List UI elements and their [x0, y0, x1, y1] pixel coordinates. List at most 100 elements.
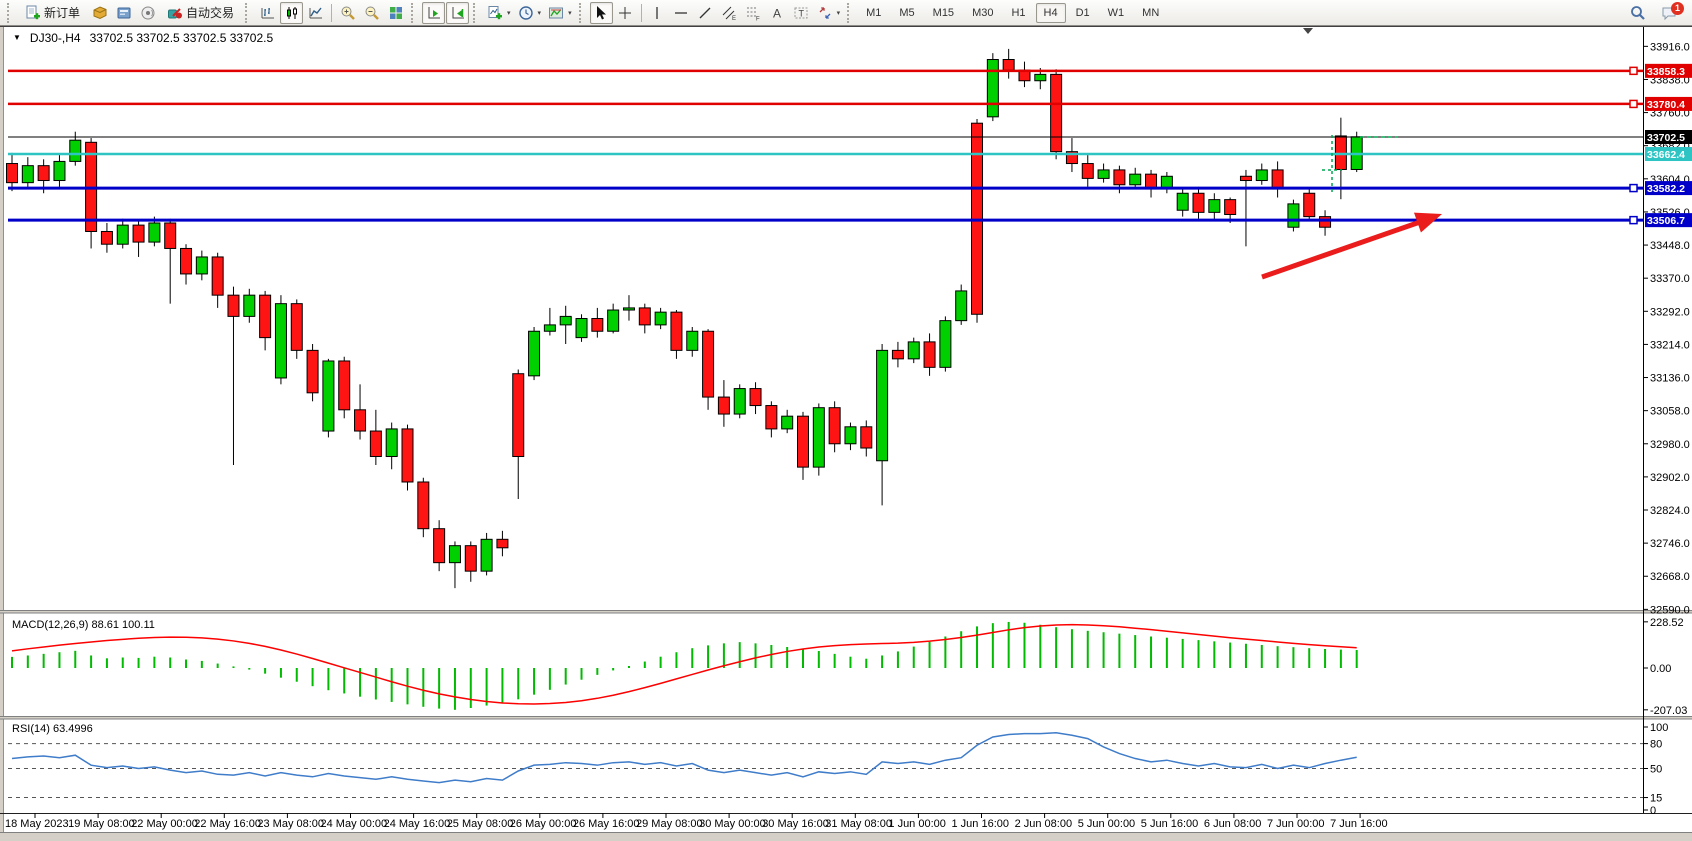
price-tick-label: 33448.0: [1650, 240, 1690, 252]
candle-body: [37, 165, 50, 182]
arrows-tool-button[interactable]: ▾: [814, 2, 844, 24]
trendline-button[interactable]: [694, 2, 717, 24]
equidistant-channel-button[interactable]: E: [718, 2, 741, 24]
market-watch-icon: [93, 5, 107, 19]
timeframe-group: M1 M5 M15 M30 H1 H4 D1 W1 MN: [858, 2, 1167, 23]
price-label-box: [1645, 130, 1692, 144]
timeframe-button-M1[interactable]: M1: [858, 3, 889, 23]
text-tool-button[interactable]: A: [766, 2, 789, 24]
candle-body: [100, 230, 113, 245]
vertical-line-button[interactable]: [646, 2, 669, 24]
chart-shift-marker[interactable]: [1303, 28, 1313, 34]
candle-body: [607, 309, 620, 332]
chart-area[interactable]: MACD(12,26,9) 88.61 100.11 RSI(14) 63.49…: [0, 26, 1692, 841]
window-left-edge: [0, 26, 3, 841]
time-tick-label: 18 May 2023: [5, 818, 69, 830]
candle-body: [1271, 169, 1284, 190]
notifications-button[interactable]: 1: [1657, 1, 1684, 24]
panel-separator[interactable]: [0, 716, 1692, 720]
line-chart-button[interactable]: [304, 2, 327, 24]
cursor-button[interactable]: [589, 1, 613, 24]
auto-scroll-button[interactable]: [422, 1, 446, 24]
candle-body: [1334, 135, 1347, 170]
time-tick-label: 29 May 08:00: [636, 818, 703, 830]
price-tick-label: 33136.0: [1650, 373, 1690, 385]
navigator-button[interactable]: [136, 2, 159, 24]
one-click-trading-toggle[interactable]: ▼: [13, 33, 21, 42]
candle-body: [1081, 163, 1094, 179]
price-label-text: 33506.7: [1647, 215, 1685, 227]
line-handle[interactable]: [1629, 66, 1638, 76]
tile-windows-button[interactable]: [384, 2, 407, 24]
auto-trading-button[interactable]: 自动交易: [160, 2, 241, 24]
bar-chart-button[interactable]: [256, 2, 279, 24]
candle-body: [464, 545, 477, 572]
time-tick-label: 1 Jun 16:00: [952, 818, 1010, 830]
templates-button[interactable]: ▾: [545, 2, 575, 24]
candle-body: [1176, 192, 1189, 211]
price-label-text: 33780.4: [1647, 99, 1685, 111]
toolbar-grip: [7, 2, 14, 23]
new-order-button[interactable]: 新订单: [18, 2, 87, 24]
line-handle[interactable]: [1629, 215, 1638, 225]
navigator-icon: [141, 6, 155, 19]
toolbar-right-group: 1: [1626, 1, 1688, 24]
rsi-line: [11, 732, 1357, 784]
line-handle[interactable]: [1629, 99, 1638, 109]
text-label-button[interactable]: T: [790, 2, 813, 24]
timeframe-button-M30[interactable]: M30: [964, 3, 1001, 23]
price-tick-label: 32980.0: [1650, 439, 1690, 451]
toolbar-separator: [640, 3, 642, 22]
candlestick-chart-button[interactable]: [280, 1, 304, 24]
candle-body: [939, 320, 952, 368]
candle-body: [686, 330, 699, 351]
timeframe-button-H1[interactable]: H1: [1003, 3, 1033, 23]
timeframe-button-H4[interactable]: H4: [1035, 2, 1066, 23]
dropdown-caret-icon: ▾: [568, 9, 572, 17]
timeframe-button-MN[interactable]: MN: [1134, 3, 1167, 23]
rsi-tick-label: 80: [1650, 739, 1662, 751]
line-handle[interactable]: [1629, 183, 1638, 193]
fibonacci-button[interactable]: F: [742, 2, 765, 24]
red-arrow-head[interactable]: [1413, 212, 1442, 233]
timeframe-button-M15[interactable]: M15: [925, 3, 962, 23]
toolbar: 新订单 自动交易: [0, 0, 1692, 26]
timeframe-button-W1[interactable]: W1: [1100, 3, 1133, 23]
price-label-box: [1645, 181, 1692, 196]
candle-body: [1255, 169, 1268, 182]
chart-symbol-period: DJ30-,H4: [29, 31, 81, 45]
crosshair-button[interactable]: [614, 2, 637, 24]
candle-body: [670, 311, 683, 351]
candle-body: [180, 247, 193, 275]
data-window-button[interactable]: [112, 2, 135, 24]
timeframe-button-D1[interactable]: D1: [1068, 3, 1098, 23]
time-tick-label: 30 May 00:00: [699, 818, 766, 830]
horizontal-line-button[interactable]: [670, 2, 693, 24]
candle-body: [591, 318, 604, 332]
zoom-in-button[interactable]: [336, 2, 359, 24]
time-tick-label: 22 May 16:00: [194, 818, 261, 830]
candle-body: [622, 307, 635, 311]
candle-body: [1319, 216, 1332, 228]
price-tick-label: 32746.0: [1650, 538, 1690, 550]
market-watch-button[interactable]: [88, 2, 111, 24]
red-arrow-shaft[interactable]: [1261, 219, 1421, 280]
candle-body: [354, 409, 367, 432]
periods-button[interactable]: ▾: [515, 2, 545, 24]
chart-shift-button[interactable]: [446, 1, 470, 24]
price-label-text: 33702.5: [1647, 132, 1685, 144]
panel-separator[interactable]: [0, 610, 1692, 614]
timeframe-button-M5[interactable]: M5: [891, 3, 922, 23]
price-tick-label: 32590.0: [1650, 604, 1690, 616]
search-button[interactable]: [1626, 2, 1649, 24]
new-order-label: 新订单: [44, 6, 81, 20]
candle-body: [860, 426, 873, 449]
candle-body: [496, 538, 509, 549]
candle-body: [338, 360, 351, 411]
zoom-out-button[interactable]: [360, 2, 383, 24]
macd-tick-label: 0.00: [1650, 663, 1671, 675]
candle-body: [148, 222, 161, 243]
macd-signal-line: [11, 623, 1357, 705]
indicators-button[interactable]: ▾: [484, 2, 514, 24]
toolbar-grip: [473, 2, 480, 23]
